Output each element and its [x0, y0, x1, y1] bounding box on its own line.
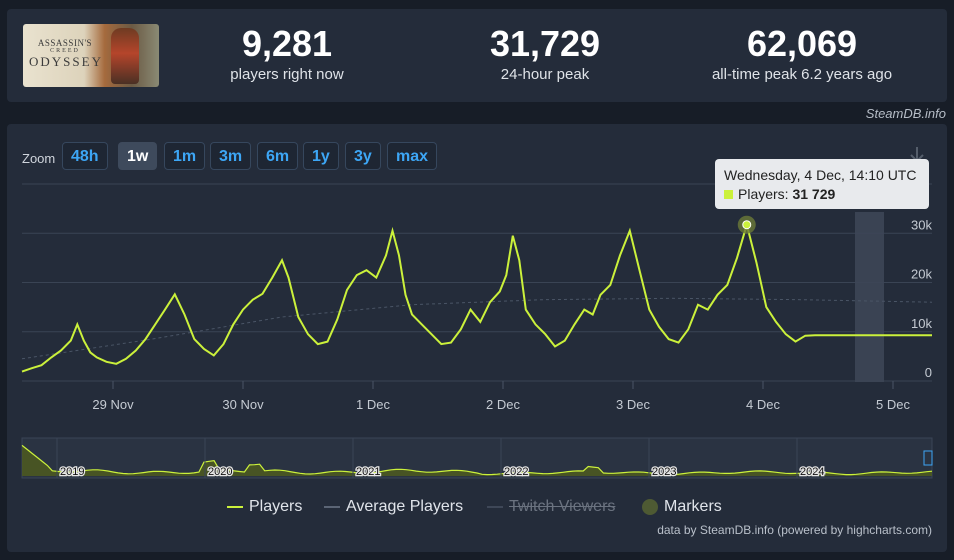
peak-marker-point[interactable]	[742, 220, 752, 230]
stat-24h-peak: 31,729 24-hour peak	[435, 23, 655, 85]
twitch-legend-swatch	[487, 506, 503, 508]
x-tick-label: 3 Dec	[616, 397, 650, 412]
stat-value: 62,069	[746, 23, 858, 64]
hover-highlight-band	[855, 212, 884, 382]
navigator-line	[21, 444, 933, 476]
x-tick-label: 2 Dec	[486, 397, 520, 412]
tooltip-value-row: Players: 31 729	[724, 186, 835, 202]
average-legend-swatch	[324, 506, 340, 508]
character-figure	[111, 28, 139, 84]
stat-value: 9,281	[241, 23, 333, 64]
chart-tooltip: Wednesday, 4 Dec, 14:10 UTC Players: 31 …	[715, 159, 929, 209]
game-title-line1: ASSASSIN'S	[37, 38, 93, 48]
navigator[interactable]: 2019 2020 2021 2022 2023 2024	[21, 437, 933, 479]
navigator-year-label: 2024	[800, 466, 824, 478]
zoom-label: Zoom	[22, 151, 56, 166]
zoom-1y-button[interactable]: 1y	[303, 142, 339, 170]
stat-current-players: 9,281 players right now	[177, 23, 397, 85]
legend-twitch-label: Twitch Viewers	[509, 498, 616, 515]
navigator-year-label: 2023	[652, 466, 676, 478]
markers-legend-swatch	[642, 499, 658, 515]
stat-label: all-time peak 6.2 years ago	[711, 66, 893, 83]
tooltip-value: 31 729	[792, 186, 836, 202]
y-tick-label: 30k	[911, 217, 932, 232]
chart-credit[interactable]: data by SteamDB.info (powered by highcha…	[657, 523, 932, 537]
players-line[interactable]	[21, 220, 932, 373]
game-banner-image[interactable]: ASSASSIN'S CREED ODYSSEY	[23, 24, 159, 87]
zoom-1w-button[interactable]: 1w	[118, 142, 158, 170]
navigator-area	[22, 445, 932, 476]
legend-average-label: Average Players	[346, 498, 464, 515]
navigator-year-label: 2021	[356, 466, 380, 478]
legend-markers[interactable]: Markers	[642, 498, 722, 516]
tooltip-series-label: Players:	[738, 186, 789, 202]
legend-players[interactable]: Players	[227, 498, 302, 516]
zoom-6m-button[interactable]: 6m	[257, 142, 299, 170]
stat-all-time-peak: 62,069 all-time peak 6.2 years ago	[692, 23, 912, 85]
navigator-year-label: 2020	[208, 466, 232, 478]
series-color-dot	[724, 190, 733, 199]
zoom-3y-button[interactable]: 3y	[345, 142, 381, 170]
steamdb-attribution[interactable]: SteamDB.info	[865, 106, 946, 121]
legend-markers-label: Markers	[664, 498, 722, 515]
x-tick-label: 30 Nov	[222, 397, 264, 412]
legend-twitch[interactable]: Twitch Viewers	[487, 498, 615, 516]
zoom-3m-button[interactable]: 3m	[210, 142, 252, 170]
y-tick-label: 0	[925, 365, 932, 380]
stat-label: players right now	[230, 66, 344, 83]
legend-players-label: Players	[249, 498, 303, 515]
navigator-handle[interactable]	[923, 450, 933, 466]
players-legend-swatch	[227, 506, 243, 508]
average-players-line	[21, 297, 933, 360]
stats-header: ASSASSIN'S CREED ODYSSEY 9,281 players r…	[7, 9, 947, 102]
zoom-48h-button[interactable]: 48h	[62, 142, 108, 170]
stat-label: 24-hour peak	[500, 66, 590, 83]
tooltip-date: Wednesday, 4 Dec, 14:10 UTC	[724, 167, 917, 183]
zoom-1m-button[interactable]: 1m	[164, 142, 206, 170]
player-count-chart[interactable]: 29 Nov 30 Nov 1 Dec 2 Dec 3 Dec 4 Dec 5 Dec 0 1…	[7, 124, 947, 552]
game-title-line3: ODYSSEY	[29, 54, 103, 69]
chart-panel: Zoom 48h 1w 1m 3m 6m 1y 3y max 29 Nov 30 …	[7, 124, 947, 552]
y-tick-label: 20k	[911, 267, 932, 282]
game-logo: ASSASSIN'S CREED ODYSSEY	[29, 38, 101, 70]
zoom-max-button[interactable]: max	[387, 142, 438, 170]
game-title-line2: CREED	[50, 48, 80, 54]
x-tick-label: 1 Dec	[356, 397, 390, 412]
x-tick-label: 29 Nov	[92, 397, 134, 412]
y-tick-label: 10k	[911, 316, 932, 331]
stat-value: 31,729	[489, 23, 601, 64]
legend-average[interactable]: Average Players	[324, 498, 463, 516]
navigator-year-label: 2019	[60, 466, 84, 478]
navigator-year-label: 2022	[504, 466, 528, 478]
x-tick-label: 4 Dec	[746, 397, 780, 412]
x-tick-label: 5 Dec	[876, 397, 910, 412]
